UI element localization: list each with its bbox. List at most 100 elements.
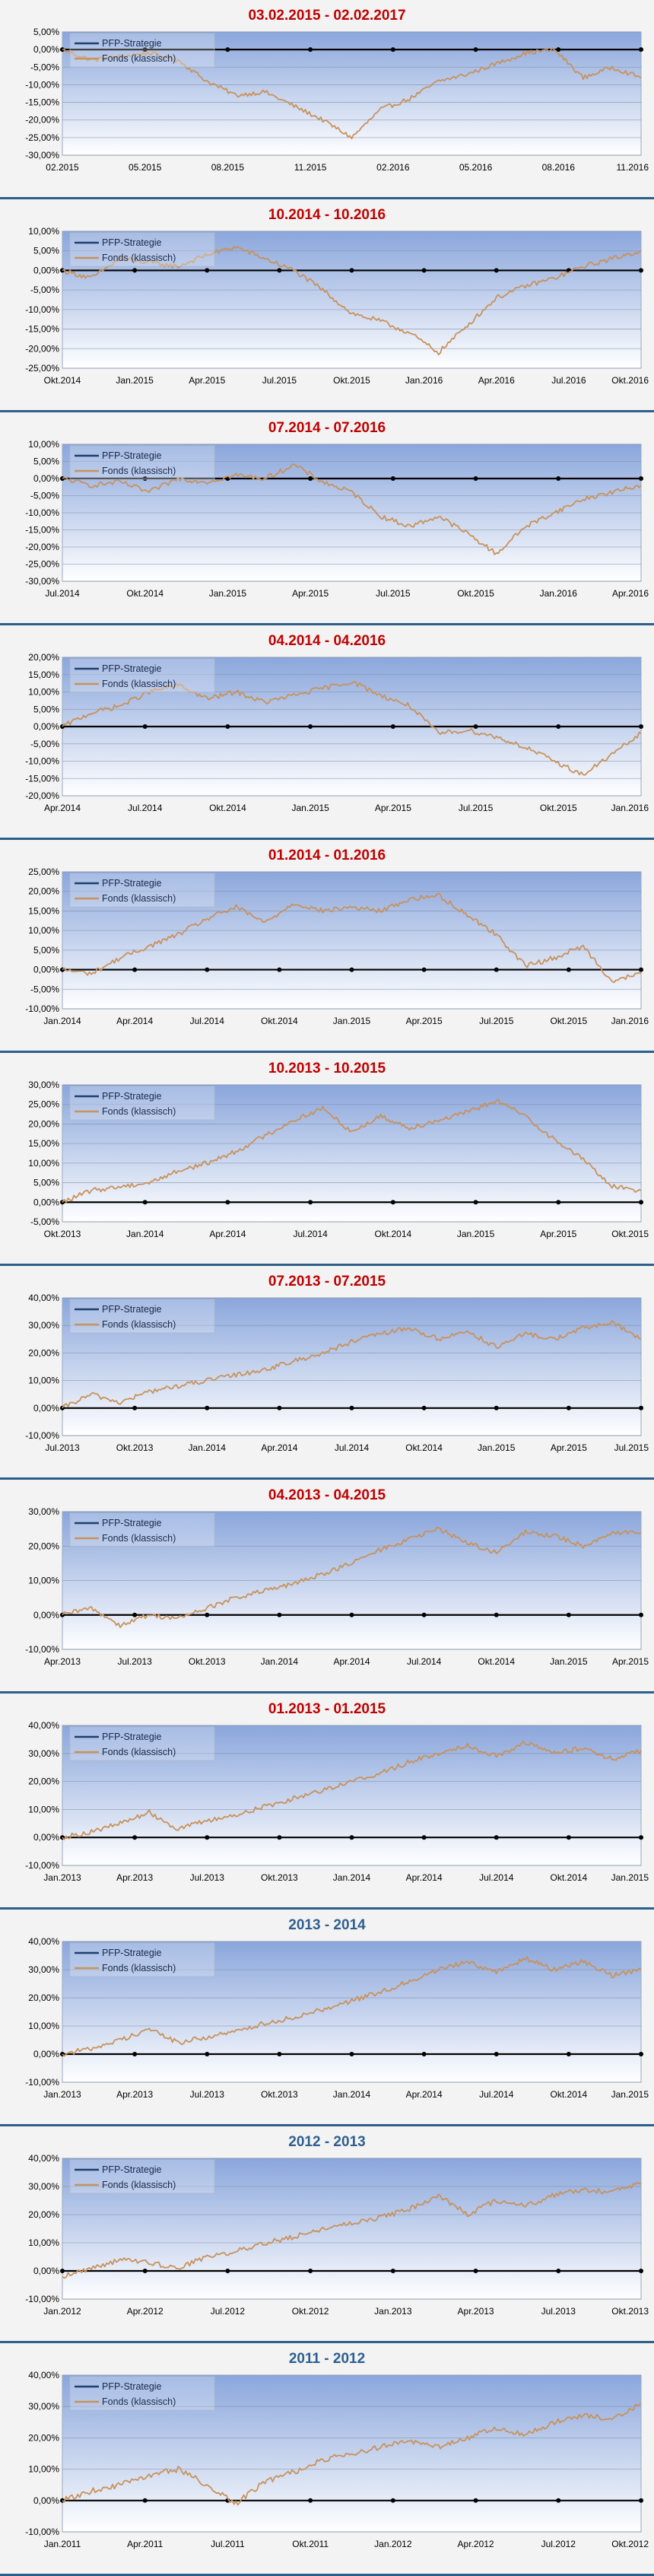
y-tick-label: 5,00%	[33, 945, 59, 956]
x-tick-mark	[277, 1612, 282, 1617]
legend-box	[69, 2159, 215, 2194]
x-tick-label: Jul.2015	[614, 1442, 649, 1453]
y-tick-label: -20,00%	[25, 542, 59, 552]
line-chart: 40,00%30,00%20,00%10,00%0,00%-10,00%Jan.…	[25, 1720, 649, 1883]
legend-label-fonds: Fonds (klassisch)	[102, 1747, 176, 1757]
x-tick-mark	[308, 47, 313, 52]
x-tick-mark	[308, 2269, 313, 2273]
x-tick-label: Jul.2011	[211, 2539, 245, 2549]
y-tick-label: 5,00%	[33, 456, 59, 467]
y-tick-label: 5,00%	[33, 27, 59, 37]
legend-label-fonds: Fonds (klassisch)	[102, 2396, 176, 2407]
legend-label-fonds: Fonds (klassisch)	[102, 1319, 176, 1330]
fonds-series-line	[62, 246, 642, 356]
legend: PFP-Strategie Fonds (klassisch)	[69, 2376, 215, 2411]
x-tick-label: Jul.2012	[541, 2539, 576, 2549]
x-tick-mark	[556, 724, 561, 729]
y-tick-label: 25,00%	[28, 1099, 59, 1110]
x-tick-mark	[277, 967, 282, 972]
x-tick-label: Jan.2014	[43, 1016, 81, 1026]
x-tick-mark	[421, 1612, 427, 1617]
line-chart: 25,00% 20,00% 15,00% 10,00% 5,00% 0,00% -5,00%…	[25, 867, 649, 1026]
y-tick-label: -20,00%	[25, 790, 59, 801]
line-chart: 40,00%30,00%20,00%10,00%0,00%-10,00%Jul.…	[25, 1293, 649, 1453]
y-tick-label: -5,00%	[30, 491, 59, 501]
y-tick-label: 40,00%	[28, 1293, 59, 1303]
chart-panel: 03.02.2015 - 02.02.2017 5,00% 0,00% -5,00% -…	[0, 0, 654, 199]
x-tick-label: Jan.2014	[189, 1442, 227, 1453]
y-tick-label: 10,00%	[28, 2464, 59, 2475]
y-tick-label: 0,00%	[33, 721, 59, 732]
x-tick-mark	[277, 2052, 282, 2056]
x-tick-label: Okt.2013	[189, 1656, 226, 1667]
chart-panel: 2012 - 2013 40,00% 30,00% 20,00% 10,00% 0,00%…	[0, 2126, 654, 2343]
x-tick-mark	[132, 1835, 138, 1840]
x-tick-label: Apr.2014	[209, 1229, 246, 1239]
y-tick-label: -10,00%	[25, 2527, 59, 2537]
x-tick-label: Okt.2014	[405, 1442, 443, 1453]
x-tick-mark	[390, 47, 395, 52]
x-tick-label: Jul.2015	[459, 803, 494, 813]
x-tick-label: Okt.2012	[611, 2539, 649, 2549]
x-tick-label: Okt.2015	[540, 803, 577, 813]
x-tick-label: Jul.2013	[190, 1872, 225, 1883]
x-tick-mark	[639, 1835, 643, 1840]
x-tick-mark	[132, 1405, 138, 1410]
y-tick-label: 40,00%	[28, 2370, 59, 2380]
fonds-series-line	[62, 1099, 642, 1204]
x-tick-mark	[60, 2269, 65, 2273]
y-tick-label: -25,00%	[25, 363, 59, 374]
x-tick-label: Apr.2014	[44, 803, 81, 813]
legend: PFP-Strategie Fonds (klassisch)	[69, 1512, 215, 1547]
chart-panel: 01.2014 - 01.2016 25,00% 20,00% 15,00% 10,00…	[0, 840, 654, 1053]
x-tick-mark	[277, 268, 282, 273]
x-tick-mark	[308, 2498, 313, 2503]
fonds-series-line	[62, 2181, 642, 2279]
y-tick-label: 10,00%	[28, 687, 59, 698]
x-tick-label: Okt.2013	[116, 1442, 154, 1453]
chart-title: 07.2014 - 07.2016	[268, 420, 386, 436]
x-tick-mark	[132, 2052, 138, 2056]
x-tick-label: Jan.2015	[478, 1442, 516, 1453]
x-tick-mark	[556, 2498, 561, 2503]
legend-label-pfp: PFP-Strategie	[102, 237, 162, 248]
chart-title: 10.2014 - 10.2016	[268, 207, 386, 223]
y-tick-label: 30,00%	[28, 1506, 59, 1517]
x-tick-mark	[639, 268, 643, 273]
line-chart: 5,00% 0,00% -5,00% -10,00% -15,00% -20,00% -25…	[25, 27, 649, 173]
legend-label-fonds: Fonds (klassisch)	[102, 2180, 176, 2190]
x-tick-label: Apr.2013	[116, 2089, 153, 2100]
y-tick-label: 30,00%	[28, 1964, 59, 1975]
x-tick-mark	[556, 476, 561, 481]
x-tick-mark	[205, 2052, 210, 2056]
legend-label-fonds: Fonds (klassisch)	[102, 466, 176, 476]
fonds-series-line	[62, 1320, 642, 1409]
legend-label-fonds: Fonds (klassisch)	[102, 1963, 176, 1973]
legend-box	[69, 1512, 215, 1547]
plot-area	[62, 31, 642, 156]
legend-label-fonds: Fonds (klassisch)	[102, 53, 176, 64]
x-tick-label: Okt.2015	[457, 588, 494, 599]
x-tick-label: 08.2016	[542, 162, 576, 173]
x-tick-mark	[225, 724, 230, 729]
fonds-series-line	[62, 47, 642, 140]
legend-label-fonds: Fonds (klassisch)	[102, 1106, 176, 1117]
x-tick-label: Okt.2014	[44, 375, 81, 386]
x-tick-label: 02.2015	[46, 162, 79, 173]
x-tick-label: Okt.2014	[478, 1656, 515, 1667]
x-tick-mark	[349, 268, 354, 273]
legend-label-fonds: Fonds (klassisch)	[102, 893, 176, 904]
x-tick-mark	[566, 1835, 571, 1840]
line-chart: 20,00% 15,00% 10,00% 5,00% 0,00% -5,00% -10,00…	[25, 652, 649, 813]
legend-label-fonds: Fonds (klassisch)	[102, 1533, 176, 1544]
x-tick-label: Jan.2013	[374, 2306, 412, 2317]
y-tick-label: 0,00%	[33, 44, 59, 55]
x-tick-mark	[349, 2052, 354, 2056]
y-tick-label: -20,00%	[25, 343, 59, 354]
x-tick-label: Apr.2012	[127, 2306, 164, 2317]
x-tick-mark	[566, 967, 571, 972]
x-tick-mark	[566, 2052, 571, 2056]
x-tick-label: Apr.2016	[612, 588, 649, 599]
x-tick-label: Jul.2012	[211, 2306, 246, 2317]
y-tick-label: -10,00%	[25, 756, 59, 767]
